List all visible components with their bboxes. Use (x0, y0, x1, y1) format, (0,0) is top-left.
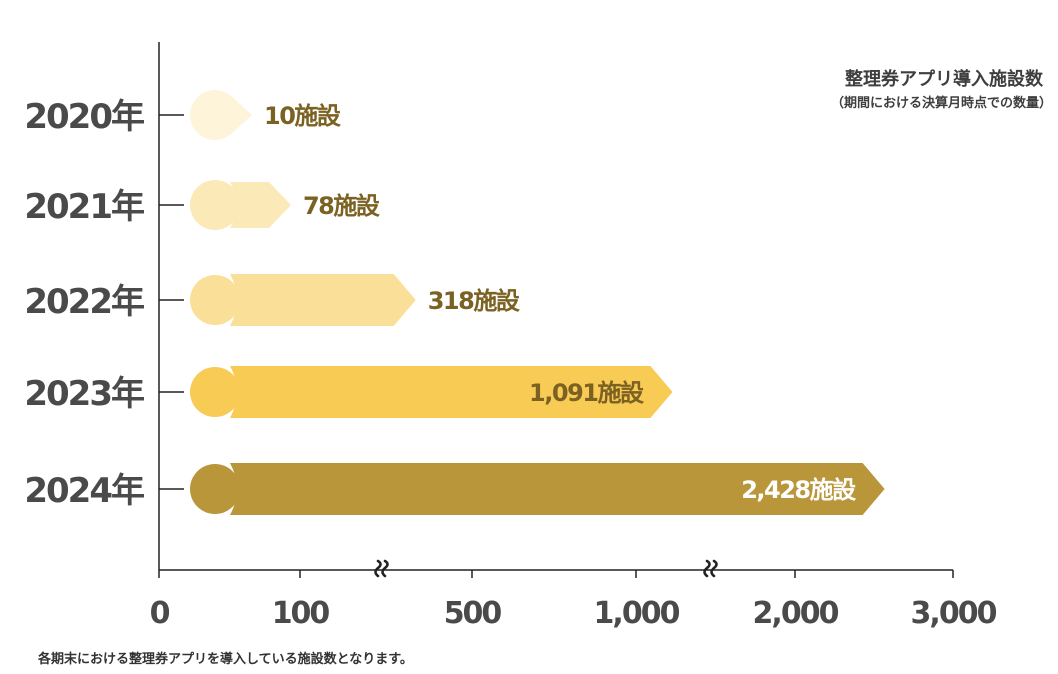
chart-title: 整理券アプリ導入施設数 (844, 68, 1044, 90)
data-label: 318施設 (428, 287, 521, 315)
legend: 整理券アプリ導入施設数 （期間における決算月時点での数量） (831, 68, 1052, 111)
bar-marker-circle (190, 180, 240, 230)
data-label: 78施設 (303, 192, 381, 220)
category-label: 2022年 (24, 282, 144, 322)
x-tick-label: 100 (272, 596, 330, 631)
data-label: 1,091施設 (529, 379, 645, 407)
axis-break-stroke (381, 559, 389, 578)
x-tick-label: 500 (444, 596, 502, 631)
axis-break-stroke (374, 559, 382, 578)
chart-subtitle: （期間における決算月時点での数量） (831, 95, 1052, 111)
bar-marker-circle (190, 275, 240, 325)
axis-break-symbol (703, 559, 718, 578)
bar (230, 274, 416, 326)
axis-break-symbol (374, 559, 389, 578)
footnote: 各期末における整理券アプリを導入している施設数となります。 (38, 652, 413, 667)
category-label: 2024年 (24, 471, 144, 511)
bar (230, 182, 291, 228)
category-label: 2020年 (24, 97, 144, 137)
data-label: 10施設 (264, 102, 342, 130)
bar-marker-circle (190, 90, 240, 140)
category-label: 2023年 (24, 374, 144, 414)
x-tick-label: 1,000 (594, 596, 680, 631)
bar (230, 463, 885, 515)
x-tick-label: 3,000 (911, 596, 997, 631)
bar-marker-circle (190, 464, 240, 514)
chart-labels: 2020年 10施設 2021年 78施設 2022年 318施設 2023年 1,091施設… (24, 97, 858, 511)
chart-axes: 0 100 500 1,000 2,000 3,000 (150, 42, 999, 631)
chart-bars (190, 90, 885, 515)
bar (230, 366, 673, 418)
axis-break-stroke (703, 559, 711, 578)
x-tick-label: 2,000 (753, 596, 839, 631)
axis-break-stroke (710, 559, 718, 578)
x-tick-label: 0 (150, 596, 170, 631)
bar-marker-circle (190, 367, 240, 417)
data-label: 2,428施設 (741, 476, 857, 504)
category-label: 2021年 (24, 187, 144, 227)
bar (230, 95, 252, 135)
